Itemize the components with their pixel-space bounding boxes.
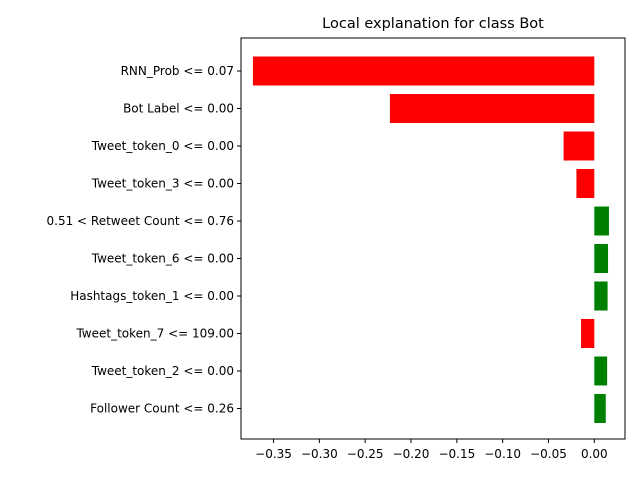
bar-5 — [594, 244, 609, 273]
y-tick-label-9: Follower Count <= 0.26 — [90, 402, 234, 416]
bar-1 — [389, 94, 595, 123]
x-tick-label-5: −0.10 — [484, 447, 521, 461]
bars-group — [252, 56, 609, 423]
y-tick-label-4: 0.51 < Retweet Count <= 0.76 — [47, 214, 234, 228]
x-tick-label-4: −0.15 — [438, 447, 475, 461]
y-tick-label-2: Tweet_token_0 <= 0.00 — [91, 139, 234, 153]
y-tick-label-1: Bot Label <= 0.00 — [123, 102, 234, 116]
y-tick-label-7: Tweet_token_7 <= 109.00 — [75, 327, 234, 341]
bar-3 — [576, 169, 595, 198]
y-tick-label-5: Tweet_token_6 <= 0.00 — [91, 252, 234, 266]
bar-4 — [594, 206, 609, 236]
y-tick-label-8: Tweet_token_2 <= 0.00 — [91, 364, 234, 378]
x-axis-ticks: −0.35 −0.30 −0.25 −0.20 −0.15 −0.10 −0.05 0.00 — [255, 439, 608, 461]
y-tick-label-6: Hashtags_token_1 <= 0.00 — [70, 289, 234, 303]
y-tick-label-0: RNN_Prob <= 0.07 — [121, 64, 234, 78]
x-tick-label-3: −0.20 — [393, 447, 430, 461]
x-tick-label-6: −0.05 — [530, 447, 567, 461]
x-tick-label-7: 0.00 — [581, 447, 608, 461]
x-tick-label-1: −0.30 — [301, 447, 338, 461]
y-axis-ticks: RNN_Prob <= 0.07 Bot Label <= 0.00 Tweet_t… — [47, 64, 241, 416]
bar-0 — [252, 56, 595, 86]
bar-2 — [563, 131, 595, 161]
bar-7 — [581, 319, 595, 348]
x-tick-label-0: −0.35 — [255, 447, 292, 461]
bar-9 — [594, 394, 606, 423]
chart-title: Local explanation for class Bot — [322, 16, 544, 32]
x-tick-label-2: −0.25 — [347, 447, 384, 461]
y-tick-label-3: Tweet_token_3 <= 0.00 — [91, 177, 234, 191]
bar-6 — [594, 281, 608, 311]
plot-frame — [240, 37, 626, 440]
bar-8 — [594, 356, 608, 386]
